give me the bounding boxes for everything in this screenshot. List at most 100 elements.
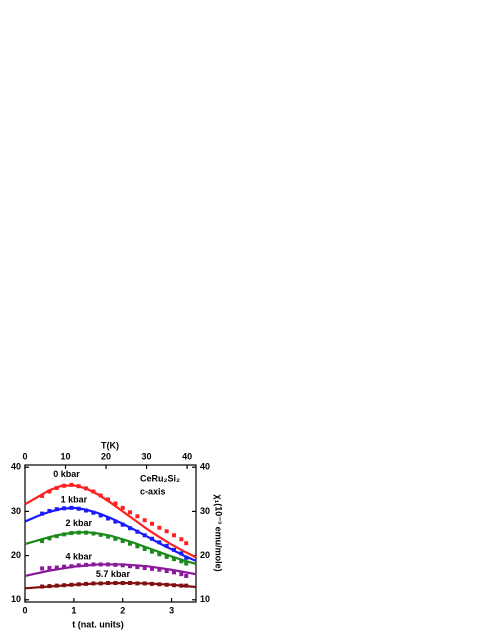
series-label: 5.7 kbar <box>96 569 131 579</box>
data-point <box>54 485 59 490</box>
data-point <box>135 529 140 534</box>
data-point <box>84 530 89 535</box>
data-point <box>128 541 133 546</box>
plot-frame <box>24 464 197 603</box>
top-tick-label: 20 <box>101 451 111 461</box>
data-point <box>157 552 162 557</box>
y2-tick-label: 30 <box>200 506 210 516</box>
y-tick-label: 20 <box>11 550 21 560</box>
data-point <box>150 581 155 586</box>
data-point <box>157 582 162 587</box>
data-point <box>164 582 169 587</box>
data-point <box>184 541 189 546</box>
data-point <box>135 544 140 549</box>
data-point <box>40 539 45 544</box>
data-point <box>135 565 140 570</box>
data-point <box>120 539 125 544</box>
data-point <box>40 493 45 498</box>
data-point <box>69 482 74 487</box>
right-axis-label: χ₁(10⁻³ emu/mole) <box>214 494 224 571</box>
data-point <box>142 546 147 551</box>
data-point <box>47 508 52 513</box>
series-label: 2 kbar <box>65 518 92 528</box>
data-point <box>84 486 89 491</box>
data-point <box>106 516 111 521</box>
data-point <box>76 484 81 489</box>
data-point <box>62 583 67 588</box>
y2-tick-label: 20 <box>200 550 210 560</box>
top-axis-label: T(K) <box>101 440 119 450</box>
data-point <box>54 534 59 539</box>
data-point <box>91 581 96 586</box>
data-point <box>76 582 81 587</box>
data-point <box>128 510 133 515</box>
data-point <box>76 530 81 535</box>
data-point <box>172 570 177 575</box>
data-point <box>179 537 184 542</box>
data-point <box>142 565 147 570</box>
data-point <box>40 566 45 571</box>
x-tick-label: 0 <box>22 605 27 615</box>
y-tick-label: 40 <box>11 462 21 472</box>
data-point <box>135 581 140 586</box>
data-point <box>172 583 177 588</box>
data-point <box>98 493 103 498</box>
data-point <box>179 559 184 564</box>
data-point <box>91 510 96 515</box>
data-point <box>128 526 133 531</box>
data-point <box>69 531 74 536</box>
data-point <box>172 533 177 538</box>
data-point <box>120 505 125 510</box>
top-tick-label: 0 <box>22 451 27 461</box>
data-point <box>172 557 177 562</box>
x-tick-label: 1 <box>71 605 76 615</box>
data-point <box>40 511 45 516</box>
data-point <box>157 540 162 545</box>
data-point <box>164 554 169 559</box>
series-label: 1 kbar <box>61 494 88 504</box>
data-point <box>184 583 189 588</box>
x-tick-label: 3 <box>169 605 174 615</box>
top-tick-label: 40 <box>182 451 192 461</box>
data-point <box>47 536 52 541</box>
data-point <box>184 561 189 566</box>
data-point <box>54 565 59 570</box>
data-point <box>84 581 89 586</box>
y-tick-label: 10 <box>11 594 21 604</box>
top-tick-label: 30 <box>142 451 152 461</box>
data-point <box>157 525 162 530</box>
data-point <box>98 562 103 567</box>
fit-line <box>24 484 197 559</box>
series-label: 0 kbar <box>53 469 80 479</box>
data-point <box>142 518 147 523</box>
data-point <box>62 506 67 511</box>
data-point <box>179 572 184 577</box>
data-point <box>142 581 147 586</box>
data-point <box>106 580 111 585</box>
data-point <box>47 584 52 589</box>
annotation: CeRu₂Si₂ <box>140 473 180 483</box>
data-point <box>69 505 74 510</box>
data-point <box>120 563 125 568</box>
data-point <box>184 573 189 578</box>
data-point <box>98 532 103 537</box>
y2-tick-label: 40 <box>200 462 210 472</box>
data-point <box>164 529 169 534</box>
data-point <box>62 532 67 537</box>
data-point <box>113 501 118 506</box>
data-point <box>179 551 184 556</box>
data-point <box>40 584 45 589</box>
data-point <box>69 564 74 569</box>
data-point <box>157 567 162 572</box>
data-point <box>150 536 155 541</box>
data-point <box>113 580 118 585</box>
data-point <box>98 581 103 586</box>
data-point <box>47 565 52 570</box>
data-point <box>91 489 96 494</box>
data-point <box>113 562 118 567</box>
data-point <box>128 564 133 569</box>
data-point <box>128 580 133 585</box>
data-point <box>113 519 118 524</box>
data-point <box>106 497 111 502</box>
